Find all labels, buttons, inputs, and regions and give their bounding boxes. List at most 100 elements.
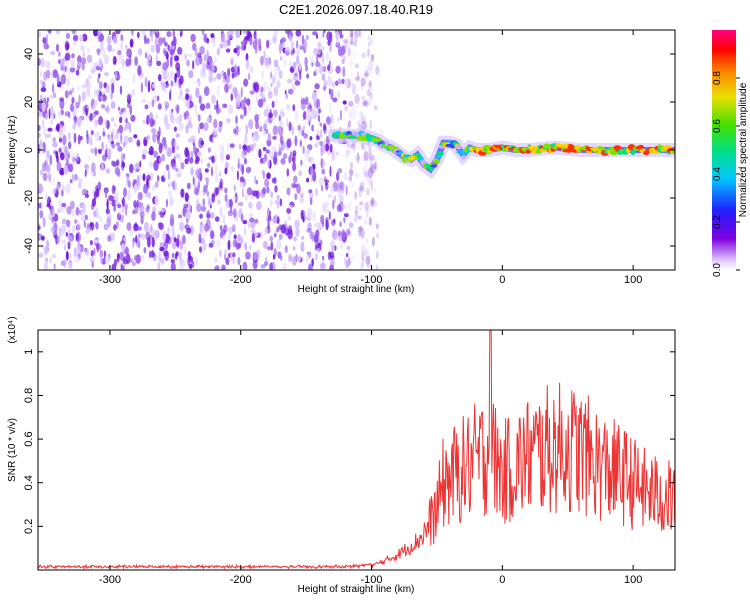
noise-speckle	[266, 172, 271, 180]
noise-speckle	[295, 30, 302, 37]
noise-speckle	[349, 168, 354, 177]
noise-speckle	[187, 122, 193, 129]
noise-speckle	[200, 67, 206, 78]
noise-speckle	[64, 111, 71, 117]
noise-speckle	[241, 164, 244, 175]
noise-speckle	[170, 259, 175, 264]
noise-speckle	[228, 198, 233, 209]
noise-speckle	[354, 39, 357, 47]
noise-speckle	[353, 111, 357, 120]
noise-speckle	[214, 216, 220, 222]
noise-speckle	[230, 82, 233, 89]
noise-speckle	[309, 136, 313, 141]
noise-speckle	[252, 135, 256, 143]
noise-speckle	[208, 200, 212, 206]
signal-blob	[456, 144, 462, 150]
noise-speckle	[154, 37, 158, 47]
noise-speckle	[130, 114, 136, 122]
noise-speckle	[270, 191, 274, 199]
noise-speckle	[179, 31, 183, 37]
noise-speckle	[297, 124, 301, 131]
noise-speckle	[252, 82, 257, 91]
noise-speckle	[203, 122, 209, 131]
noise-speckle	[134, 56, 138, 66]
noise-speckle	[274, 151, 278, 159]
noise-speckle	[42, 141, 46, 152]
noise-speckle	[331, 149, 336, 161]
noise-speckle	[352, 252, 356, 262]
x-tick-label: -300	[99, 574, 121, 586]
noise-speckle	[96, 48, 101, 56]
noise-speckle	[242, 144, 247, 151]
noise-speckle	[81, 84, 87, 89]
noise-speckle	[148, 112, 154, 121]
noise-speckle	[167, 183, 171, 188]
noise-speckle	[74, 255, 80, 264]
noise-speckle	[115, 142, 121, 147]
noise-speckle	[332, 97, 338, 103]
noise-speckle	[360, 95, 366, 101]
noise-speckle	[98, 72, 101, 79]
noise-speckle	[40, 94, 43, 101]
noise-speckle	[52, 176, 55, 186]
noise-speckle	[67, 241, 71, 248]
noise-speckle	[370, 179, 374, 184]
noise-speckle	[90, 147, 95, 154]
noise-speckle	[197, 52, 202, 58]
noise-speckle	[155, 113, 159, 119]
noise-speckle	[299, 60, 302, 71]
noise-speckle	[204, 168, 209, 173]
noise-speckle	[235, 115, 238, 124]
noise-speckle	[254, 30, 257, 35]
noise-speckle	[317, 114, 321, 123]
noise-speckle	[185, 93, 190, 101]
noise-speckle	[115, 71, 118, 80]
noise-speckle	[51, 215, 54, 224]
noise-speckle	[318, 108, 321, 114]
noise-speckle	[123, 126, 127, 132]
noise-speckle	[232, 257, 235, 265]
noise-speckle	[159, 156, 162, 164]
noise-speckle	[303, 40, 308, 52]
noise-speckle	[155, 30, 158, 33]
noise-speckle	[368, 39, 374, 46]
noise-speckle	[359, 111, 364, 117]
noise-speckle	[53, 92, 57, 98]
noise-speckle	[160, 207, 166, 213]
noise-speckle	[316, 108, 319, 118]
noise-speckle	[46, 133, 51, 138]
noise-speckle	[369, 220, 373, 229]
colorbar-ticks: 0.0 0.2 0.4 0.6 0.8	[712, 71, 740, 277]
noise-speckle	[269, 210, 271, 215]
noise-speckle	[106, 148, 112, 158]
noise-speckle	[140, 216, 144, 225]
noise-speckle	[91, 261, 94, 268]
noise-speckle	[77, 134, 81, 145]
noise-speckle	[78, 181, 82, 189]
noise-speckle	[132, 73, 136, 85]
noise-speckle	[173, 126, 177, 132]
noise-speckle	[163, 250, 169, 257]
noise-speckle	[65, 183, 71, 194]
noise-speckle	[172, 252, 175, 259]
noise-speckle	[243, 78, 249, 87]
noise-speckle	[283, 57, 287, 68]
noise-speckle	[176, 107, 180, 113]
noise-speckle	[254, 114, 259, 123]
noise-speckle	[214, 265, 220, 270]
noise-speckle	[273, 233, 277, 238]
noise-speckle	[354, 63, 359, 69]
noise-speckle	[349, 161, 354, 170]
noise-speckle	[274, 214, 278, 222]
noise-speckle	[305, 34, 309, 41]
noise-speckle	[217, 185, 223, 191]
noise-speckle	[310, 108, 317, 120]
noise-speckle	[104, 188, 108, 199]
noise-speckle	[288, 155, 292, 164]
noise-speckle	[286, 168, 290, 177]
noise-speckle	[357, 230, 362, 237]
noise-speckle	[135, 234, 138, 244]
noise-speckle	[369, 91, 374, 101]
noise-speckle	[100, 216, 103, 222]
signal-blob	[568, 144, 576, 150]
